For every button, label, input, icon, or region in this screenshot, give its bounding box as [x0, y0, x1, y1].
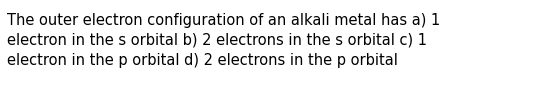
- Text: The outer electron configuration of an alkali metal has a) 1
electron in the s o: The outer electron configuration of an a…: [7, 13, 440, 68]
